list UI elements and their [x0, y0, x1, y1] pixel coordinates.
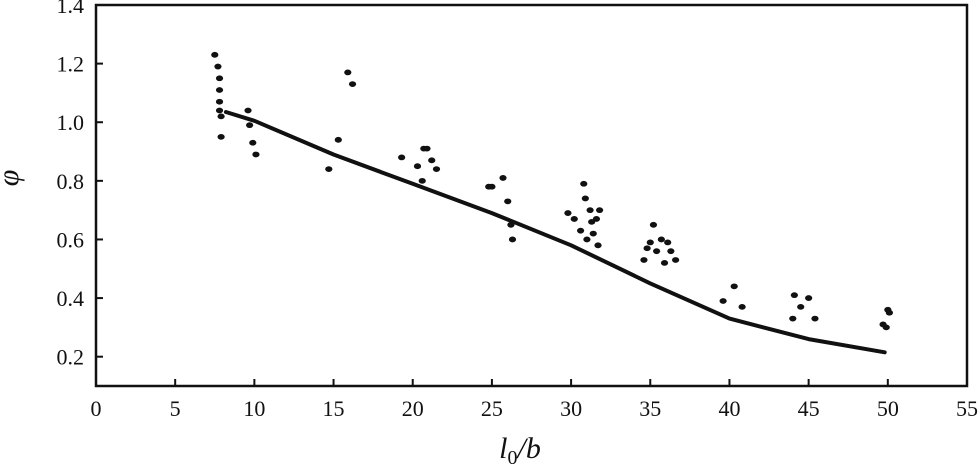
data-point [797, 303, 805, 310]
data-point [646, 239, 654, 246]
x-tick-label: 20 [402, 396, 424, 421]
data-point [418, 177, 426, 184]
data-point [215, 107, 224, 114]
data-point [581, 195, 589, 202]
axis-ticks: 0 5 10 15 20 25 30 35 40 45 50 55 0.2 0.4 0.6 0.8 1.0 1.2… [57, 0, 978, 421]
data-point [570, 216, 578, 222]
data-point [580, 180, 588, 187]
data-point [508, 236, 517, 243]
data-point [885, 309, 894, 316]
data-point [657, 236, 665, 243]
data-point [246, 122, 254, 129]
data-point [586, 207, 594, 214]
data-point [592, 216, 601, 222]
data-point [811, 315, 819, 322]
data-point [643, 245, 651, 252]
data-point [790, 292, 798, 299]
data-point [348, 81, 357, 88]
data-point [660, 260, 669, 266]
x-tick-label: 35 [639, 396, 661, 421]
x-tick-label: 5 [170, 396, 181, 421]
x-tick-label: 50 [877, 396, 899, 421]
data-point [244, 107, 252, 114]
data-point [428, 157, 436, 164]
data-point [805, 295, 813, 301]
data-point [583, 236, 591, 243]
x-tick-label: 10 [243, 396, 265, 421]
data-point [789, 315, 797, 322]
data-point [640, 257, 648, 263]
data-point [504, 198, 512, 205]
data-point [325, 166, 333, 173]
data-point [653, 248, 661, 255]
y-axis-title: φ [0, 170, 25, 187]
data-point [488, 183, 496, 190]
data-point [214, 63, 222, 70]
data-point [738, 303, 746, 310]
data-point [217, 133, 225, 140]
x-axis-title: l0/b [499, 432, 541, 468]
y-tick-label: 0.6 [57, 227, 85, 252]
data-point [564, 210, 572, 216]
data-point [215, 75, 224, 82]
data-point [249, 139, 257, 146]
data-point [594, 242, 602, 249]
data-point [882, 324, 890, 331]
plot-frame [94, 3, 969, 388]
x-tick-label: 55 [956, 396, 978, 421]
data-point [344, 69, 352, 76]
data-point [215, 87, 224, 93]
data-point [432, 166, 441, 173]
data-point [334, 136, 342, 143]
data-point [649, 221, 658, 228]
y-tick-label: 0.8 [57, 169, 85, 194]
data-point [499, 175, 507, 181]
data-point [730, 283, 738, 290]
data-point [423, 145, 431, 152]
data-point [398, 154, 406, 161]
data-marks [211, 51, 894, 355]
data-point [667, 248, 675, 255]
data-point [507, 221, 515, 228]
y-tick-label: 1.2 [57, 52, 85, 77]
y-tick-label: 0.2 [57, 345, 85, 370]
x-tick-label: 25 [481, 396, 503, 421]
data-point [413, 163, 422, 170]
x-tick-label: 30 [560, 396, 582, 421]
trend-curve [223, 110, 887, 355]
data-point [211, 51, 219, 58]
data-point [595, 207, 604, 214]
x-tick-label: 15 [323, 396, 345, 421]
x-tick-label: 45 [798, 396, 820, 421]
data-point [672, 257, 680, 263]
data-point [664, 239, 672, 246]
data-point [215, 98, 224, 105]
x-tick-label: 0 [91, 396, 102, 421]
y-tick-label: 1.4 [57, 0, 85, 18]
data-point [252, 151, 260, 158]
y-tick-label: 1.0 [57, 110, 85, 135]
x-tick-label: 40 [718, 396, 740, 421]
data-point [719, 298, 727, 304]
y-tick-label: 0.4 [57, 286, 85, 311]
data-point [589, 230, 597, 237]
data-point [576, 227, 585, 234]
data-point [217, 113, 225, 120]
